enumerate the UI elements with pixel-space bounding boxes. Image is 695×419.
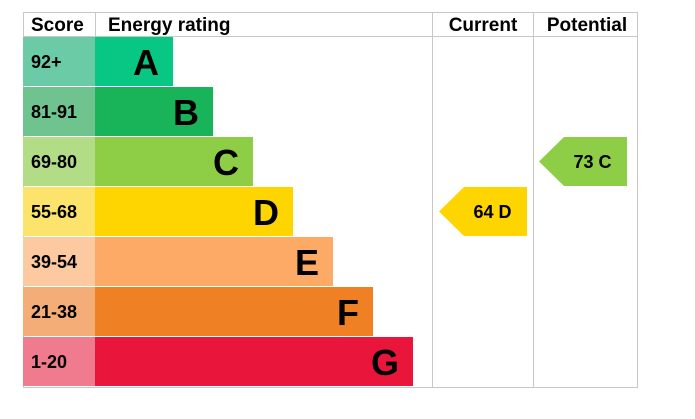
score-cell-b — [23, 87, 95, 136]
rating-bands: 92+ A 81-91 B 69-80 C 55-68 D 39-54 E 21-38 F 1-20 G — [23, 37, 413, 386]
band-bar-c — [95, 137, 253, 186]
band-letter: D — [253, 192, 279, 233]
band-letter: A — [133, 42, 159, 83]
band-row-c: 69-80 C — [23, 137, 253, 186]
score-range-label: 39-54 — [31, 252, 77, 272]
current-header: Current — [449, 15, 518, 36]
band-letter: E — [295, 242, 319, 283]
band-letter: G — [371, 342, 399, 383]
potential-rating-arrow: 73 C — [539, 137, 627, 186]
band-row-a: 92+ A — [23, 37, 173, 86]
score-cell-c — [23, 137, 95, 186]
rating-arrows: 64 D 73 C — [439, 137, 627, 236]
band-row-b: 81-91 B — [23, 87, 213, 136]
score-range-label: 81-91 — [31, 102, 77, 122]
band-bar-b — [95, 87, 213, 136]
score-range-label: 69-80 — [31, 152, 77, 172]
current-rating-arrow-label: 64 D — [473, 202, 511, 222]
potential-rating-arrow-label: 73 C — [573, 152, 611, 172]
band-row-e: 39-54 E — [23, 237, 333, 286]
score-range-label: 92+ — [31, 52, 62, 72]
band-letter: B — [173, 92, 199, 133]
score-header: Score — [31, 15, 84, 36]
band-bar-g — [95, 337, 413, 386]
current-rating-arrow: 64 D — [439, 187, 527, 236]
band-bar-a — [95, 37, 173, 86]
band-bar-f — [95, 287, 373, 336]
score-range-label: 21-38 — [31, 302, 77, 322]
band-row-g: 1-20 G — [23, 337, 413, 386]
score-cell-d — [23, 187, 95, 236]
band-letter: F — [337, 292, 359, 333]
band-row-f: 21-38 F — [23, 287, 373, 336]
band-row-d: 55-68 D — [23, 187, 293, 236]
potential-rating-arrow-shape — [539, 137, 627, 186]
score-cell-a — [23, 37, 95, 86]
score-range-label: 1-20 — [31, 352, 67, 372]
score-cell-e — [23, 237, 95, 286]
potential-header: Potential — [547, 15, 627, 36]
score-range-label: 55-68 — [31, 202, 77, 222]
score-cell-g — [23, 337, 95, 386]
energy-rating-header: Energy rating — [108, 15, 230, 36]
band-letter: C — [213, 142, 239, 183]
current-rating-arrow-shape — [439, 187, 527, 236]
band-bar-d — [95, 187, 293, 236]
band-bar-e — [95, 237, 333, 286]
score-cell-f — [23, 287, 95, 336]
